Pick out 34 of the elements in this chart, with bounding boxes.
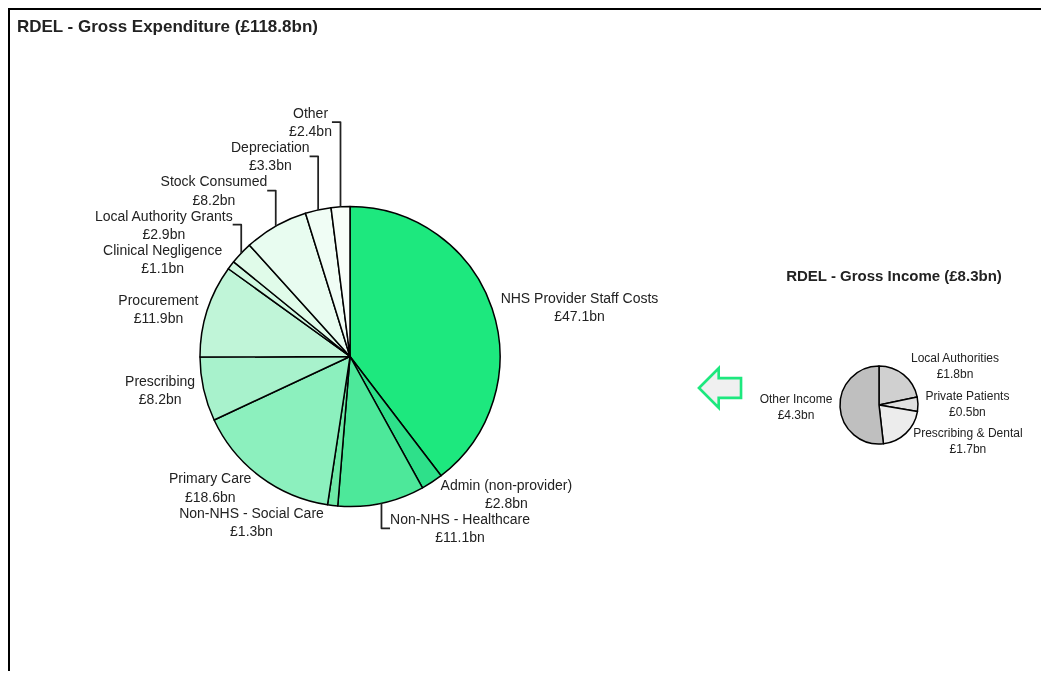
chart-title: RDEL - Gross Expenditure (£118.8bn): [16, 16, 318, 36]
slice-label: Prescribing & Dental: [913, 426, 1023, 441]
slice-label: Stock Consumed: [160, 173, 268, 190]
slice-label: NHS Provider Staff Costs: [500, 289, 659, 306]
slice-label: Other Income: [759, 392, 833, 407]
slice-label: Admin (non-provider): [440, 476, 573, 493]
slice-label: Non-NHS - Healthcare: [390, 511, 531, 528]
slice-label: Other: [293, 105, 329, 122]
data-label: £1.1bn: [141, 260, 185, 277]
slice-label: Clinical Negligence: [103, 241, 223, 258]
data-label: £47.1bn: [554, 307, 605, 324]
data-label: £8.2bn: [192, 191, 236, 208]
slice-label: Prescribing: [125, 373, 196, 390]
chart-title: RDEL - Gross Income (£8.3bn): [786, 266, 1002, 284]
data-label: £11.1bn: [435, 529, 485, 546]
slice-label: Local Authorities: [910, 350, 1000, 365]
data-label: £2.8bn: [484, 495, 528, 512]
data-label: £1.3bn: [230, 523, 273, 540]
slice-label: Depreciation: [230, 139, 310, 156]
slice-label: Non-NHS - Social Care: [179, 505, 325, 522]
data-label: £2.4bn: [289, 123, 332, 140]
data-label: £1.8bn: [936, 366, 974, 381]
slice-label: Private Patients: [925, 389, 1010, 404]
data-label: £0.5bn: [949, 405, 986, 420]
data-label: £11.9bn: [133, 310, 184, 327]
slice-label: Local Authority Grants: [94, 207, 233, 224]
data-label: £4.3bn: [777, 408, 815, 423]
data-label: £2.9bn: [142, 225, 186, 242]
data-label: £18.6bn: [184, 488, 236, 505]
data-label: £3.3bn: [248, 157, 292, 174]
slice-label: Procurement: [118, 291, 199, 308]
slice-label: Primary Care: [168, 470, 252, 487]
data-label: £8.2bn: [138, 391, 182, 408]
data-label: £1.7bn: [949, 441, 987, 456]
